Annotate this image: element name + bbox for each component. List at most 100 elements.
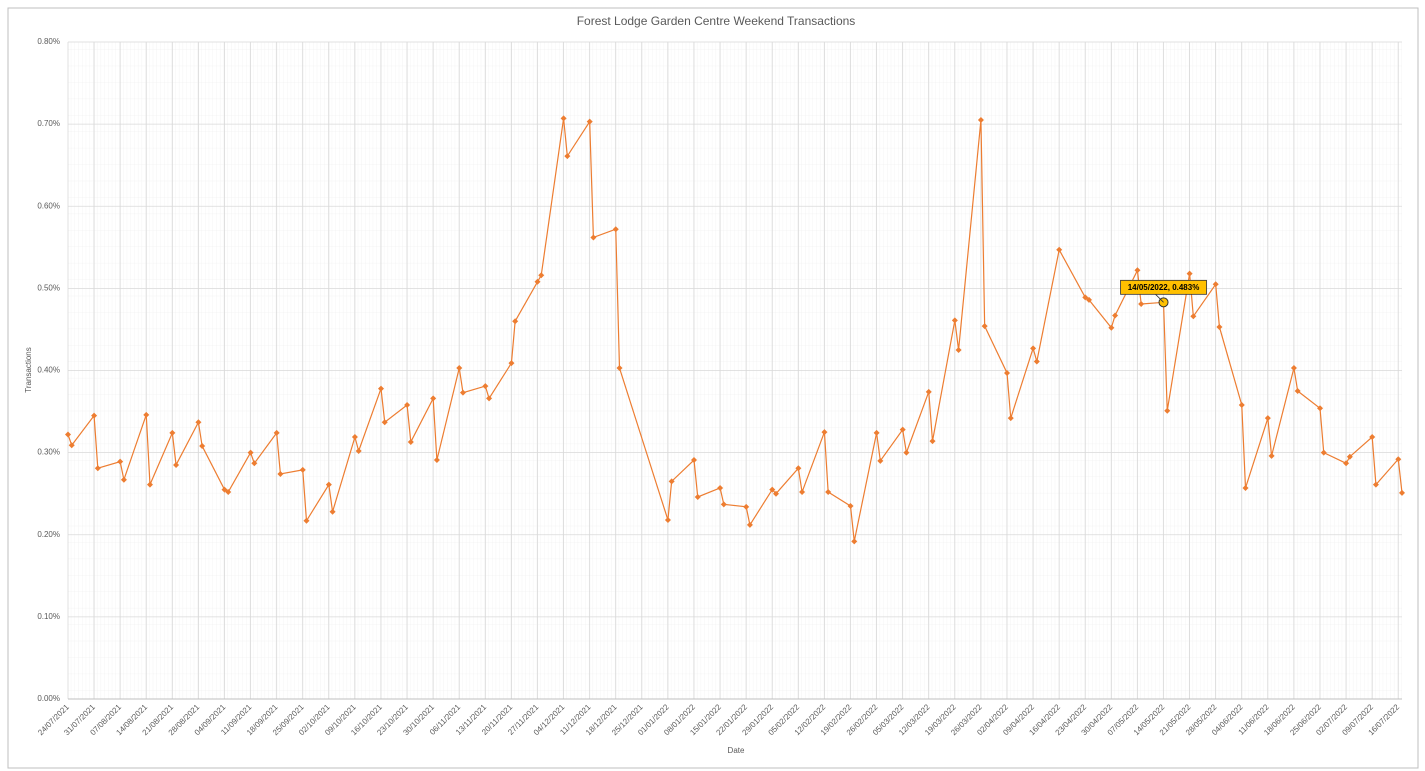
chart-title: Forest Lodge Garden Centre Weekend Trans…: [577, 14, 856, 28]
data-point: [717, 484, 724, 491]
data-point: [68, 442, 75, 449]
y-axis-title: Transactions: [24, 347, 33, 393]
data-point: [877, 457, 884, 464]
data-point: [825, 489, 832, 496]
y-tick-label: 0.40%: [37, 366, 60, 375]
data-point: [1164, 407, 1171, 414]
data-point: [117, 458, 124, 465]
data-point: [821, 429, 828, 436]
data-point: [1395, 456, 1402, 463]
data-point: [1317, 405, 1324, 412]
data-point: [586, 118, 593, 125]
data-point: [173, 461, 180, 468]
data-point: [273, 429, 280, 436]
data-point: [1294, 388, 1301, 395]
data-point: [873, 429, 880, 436]
data-point: [1134, 267, 1141, 274]
data-point: [925, 388, 932, 395]
data-point: [951, 317, 958, 324]
data-point: [329, 508, 336, 515]
data-point: [1004, 369, 1011, 376]
y-tick-label: 0.70%: [37, 119, 60, 128]
data-point: [1056, 246, 1063, 253]
data-point: [1343, 460, 1350, 467]
data-point: [534, 278, 541, 285]
data-point: [981, 323, 988, 330]
data-point: [799, 489, 806, 496]
data-point: [899, 426, 906, 433]
data-point: [1082, 294, 1089, 301]
data-point: [508, 360, 515, 367]
data-point: [1290, 365, 1297, 372]
data-point: [482, 383, 489, 390]
data-point: [91, 412, 98, 419]
y-tick-label: 0.30%: [37, 448, 60, 457]
data-point: [94, 465, 101, 472]
data-point: [1033, 358, 1040, 365]
data-point: [612, 226, 619, 233]
data-point: [65, 431, 71, 438]
data-point: [691, 457, 698, 464]
x-axis-title: Date: [728, 746, 745, 755]
data-point: [1238, 401, 1245, 408]
data-point: [169, 429, 176, 436]
data-point: [564, 153, 571, 160]
data-point: [795, 465, 802, 472]
data-point: [616, 365, 623, 372]
data-point: [1242, 484, 1249, 491]
y-tick-label: 0.60%: [37, 201, 60, 210]
data-point: [694, 493, 701, 500]
y-tick-label: 0.00%: [37, 694, 60, 703]
data-point: [381, 419, 388, 426]
data-point: [1007, 415, 1014, 422]
data-point: [1264, 415, 1271, 422]
data-point: [1190, 313, 1197, 320]
data-point: [538, 272, 545, 279]
data-point: [1320, 449, 1327, 456]
data-point: [1138, 300, 1145, 307]
data-point: [325, 481, 332, 488]
data-point: [355, 447, 362, 454]
data-point: [1108, 324, 1115, 331]
data-point: [195, 419, 202, 426]
data-point: [225, 489, 232, 496]
data-point: [404, 401, 411, 408]
data-point: [486, 395, 493, 402]
data-point: [1372, 481, 1379, 488]
data-point: [1186, 270, 1193, 277]
data-point: [378, 385, 385, 392]
data-point: [433, 457, 440, 464]
data-point: [1369, 434, 1376, 441]
y-tick-label: 0.80%: [37, 37, 60, 46]
data-point: [1268, 452, 1275, 459]
data-point: [459, 389, 466, 396]
data-point: [1112, 312, 1119, 319]
data-point: [772, 490, 779, 497]
data-point: [143, 411, 150, 418]
data-point: [1212, 281, 1219, 288]
data-point: [430, 395, 437, 402]
data-point: [903, 449, 910, 456]
data-point: [512, 318, 519, 325]
data-point: [746, 521, 753, 528]
data-point: [221, 486, 228, 493]
data-point: [743, 503, 750, 510]
data-point: [664, 516, 671, 523]
data-point: [146, 481, 153, 488]
data-point: [955, 346, 962, 353]
data-point: [247, 449, 254, 456]
data-point: [199, 443, 206, 450]
data-point: [769, 486, 776, 493]
data-point: [299, 466, 306, 473]
data-point: [277, 470, 284, 477]
data-point: [1085, 296, 1092, 303]
data-point: [668, 478, 675, 485]
data-point: [847, 503, 854, 510]
y-tick-label: 0.10%: [37, 612, 60, 621]
tooltip-pointer: [1155, 294, 1164, 303]
data-point: [407, 438, 414, 445]
y-tick-label: 0.20%: [37, 530, 60, 539]
data-point: [720, 501, 727, 508]
data-point: [351, 434, 358, 441]
